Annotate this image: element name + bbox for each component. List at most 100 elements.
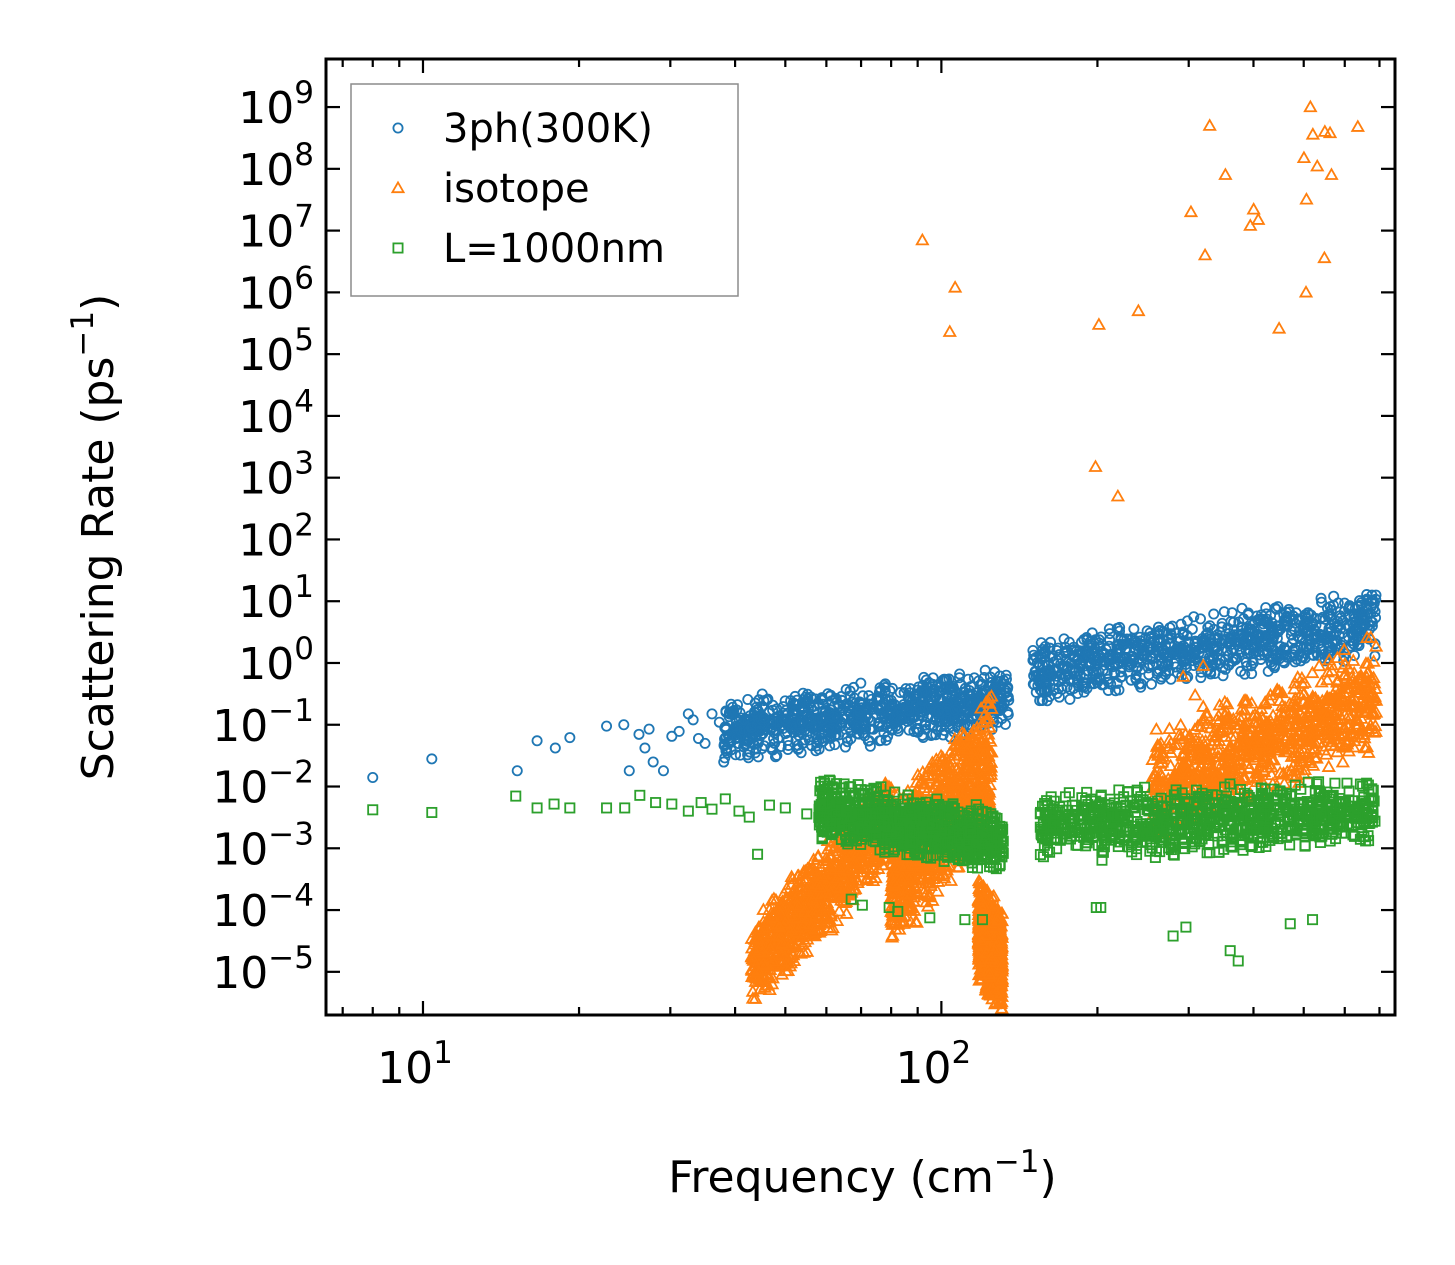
data-point <box>1321 602 1333 614</box>
data-point <box>1241 660 1253 672</box>
data-point <box>1147 659 1159 671</box>
data-point <box>1247 633 1259 645</box>
data-point <box>1175 618 1187 630</box>
data-point <box>1237 628 1249 640</box>
data-point <box>1281 651 1293 663</box>
data-point <box>1163 632 1175 644</box>
data-point <box>1128 653 1140 665</box>
data-point <box>639 742 651 754</box>
data-point <box>1154 651 1166 663</box>
data-point <box>1361 601 1373 613</box>
data-point <box>564 732 576 744</box>
data-point <box>1301 641 1313 653</box>
data-point <box>916 729 928 741</box>
data-point <box>864 740 876 752</box>
data-point <box>1114 625 1126 637</box>
data-point <box>1312 649 1324 661</box>
data-point <box>914 701 926 713</box>
data-point <box>874 701 886 713</box>
data-point <box>742 693 754 705</box>
data-point <box>956 704 968 716</box>
data-point <box>1278 657 1290 669</box>
data-point <box>1279 644 1291 656</box>
data-point <box>892 723 904 735</box>
data-point <box>1242 609 1254 621</box>
data-point <box>958 690 970 702</box>
data-point <box>871 691 883 703</box>
data-point <box>1202 622 1214 634</box>
data-point <box>618 719 630 731</box>
data-point <box>1295 655 1307 667</box>
data-point <box>601 720 613 732</box>
data-point <box>1174 632 1186 644</box>
data-point <box>706 708 718 720</box>
data-point <box>854 721 866 733</box>
data-point <box>1272 601 1284 613</box>
data-point <box>1369 606 1381 618</box>
data-point <box>1285 629 1297 641</box>
data-point <box>1246 619 1258 631</box>
data-point <box>1115 631 1127 643</box>
data-point <box>1148 635 1160 647</box>
data-point <box>962 712 974 724</box>
data-point <box>1134 631 1146 643</box>
data-point <box>911 688 923 700</box>
data-point <box>1064 683 1076 695</box>
data-point <box>1161 651 1173 663</box>
data-point <box>965 680 977 692</box>
data-point <box>927 672 939 684</box>
data-point <box>426 753 438 765</box>
data-point <box>1084 660 1096 672</box>
data-point <box>908 725 920 737</box>
data-point <box>769 751 781 763</box>
data-point <box>1135 681 1147 693</box>
data-point <box>797 737 809 749</box>
data-point <box>830 693 842 705</box>
data-point <box>862 712 874 724</box>
data-point <box>965 696 977 708</box>
data-point <box>1240 656 1252 668</box>
data-point <box>1366 620 1378 632</box>
data-point <box>1228 616 1240 628</box>
data-point <box>887 701 899 713</box>
data-point <box>790 734 802 746</box>
data-point <box>747 728 759 740</box>
data-layer <box>367 99 1384 1015</box>
data-point <box>1365 615 1377 627</box>
data-point <box>771 703 783 715</box>
data-point <box>1179 656 1191 668</box>
data-point <box>1226 638 1238 650</box>
data-point <box>860 723 872 735</box>
data-point <box>1110 651 1122 663</box>
data-point <box>1089 673 1101 685</box>
data-point <box>817 694 829 706</box>
data-point <box>785 695 797 707</box>
data-point <box>731 732 743 744</box>
data-point <box>865 715 877 727</box>
data-point <box>772 732 784 744</box>
data-point <box>511 765 523 777</box>
data-point <box>1061 663 1073 675</box>
data-point <box>1038 645 1050 657</box>
data-point <box>1037 694 1049 706</box>
data-point <box>854 706 866 718</box>
data-point <box>1236 602 1248 614</box>
data-point <box>823 707 835 719</box>
data-point <box>1209 644 1221 656</box>
data-point <box>873 718 885 730</box>
data-point <box>1103 623 1115 635</box>
data-point <box>909 711 921 723</box>
data-point <box>1201 632 1213 644</box>
data-point <box>745 722 757 734</box>
data-point <box>1169 646 1181 658</box>
data-point <box>748 706 760 718</box>
data-point <box>811 733 823 745</box>
data-point <box>1222 622 1234 634</box>
data-point <box>1072 655 1084 667</box>
data-point <box>713 716 725 728</box>
data-point <box>647 756 659 768</box>
data-point <box>1307 617 1319 629</box>
data-point <box>1309 628 1321 640</box>
data-point <box>1116 661 1128 673</box>
